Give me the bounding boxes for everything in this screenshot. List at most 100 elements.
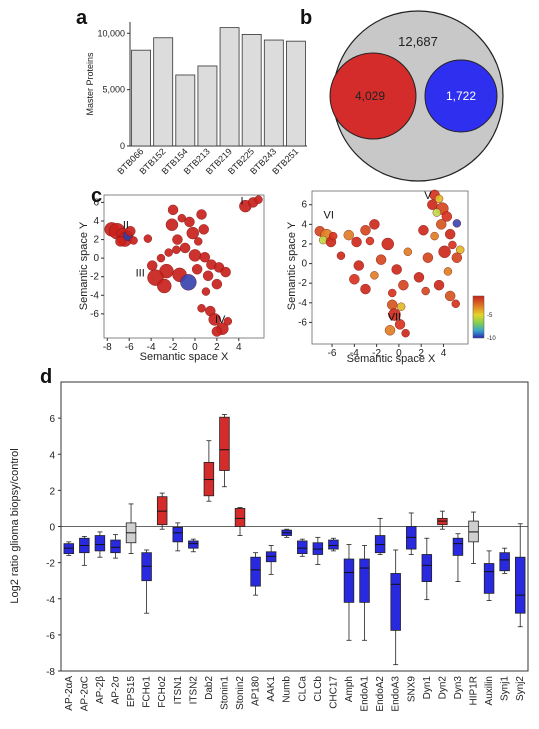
scatter-point bbox=[375, 254, 387, 265]
box bbox=[172, 527, 183, 543]
scatter-point bbox=[370, 271, 379, 280]
x-tick-label: AP180 bbox=[251, 676, 262, 706]
x-tick-label: AP-2β bbox=[95, 676, 106, 704]
scatter-point bbox=[143, 234, 153, 243]
scatter-point bbox=[208, 313, 221, 326]
scatter-point bbox=[328, 231, 338, 241]
x-tick-label: AP-2αC bbox=[79, 676, 90, 711]
x-tick-label: ITSN1 bbox=[173, 676, 184, 705]
x-tick-label: AP-2σ bbox=[110, 675, 121, 704]
x-tick-label: EndoA1 bbox=[360, 676, 371, 712]
bar bbox=[197, 65, 218, 147]
scatter-point bbox=[336, 251, 346, 260]
x-tick-label: 4 bbox=[441, 348, 447, 359]
box bbox=[250, 556, 261, 587]
venn-red-circle bbox=[329, 52, 417, 140]
panel-label-a: a bbox=[76, 7, 88, 29]
x-tick-label: Dyn2 bbox=[437, 676, 448, 700]
scatter-point bbox=[180, 274, 197, 291]
scatter-point bbox=[413, 272, 425, 283]
y-tick-label: 6 bbox=[93, 197, 99, 208]
y-tick-label: 0 bbox=[120, 141, 125, 151]
scatter-point bbox=[349, 274, 360, 285]
cluster-label: V bbox=[424, 190, 432, 202]
scatter-point bbox=[387, 299, 398, 310]
scatter-point bbox=[427, 199, 438, 210]
panel-c-left-x-label: Semantic space X bbox=[140, 351, 229, 363]
scatter-point bbox=[184, 216, 195, 228]
scatter-point bbox=[172, 234, 183, 245]
scatter-point bbox=[167, 204, 179, 216]
scatter-point bbox=[191, 264, 203, 275]
scatter-point bbox=[391, 264, 402, 275]
scatter-point bbox=[444, 290, 456, 302]
bar bbox=[241, 34, 262, 147]
panel-a-y-axis-label: Master Proteins bbox=[85, 52, 95, 116]
venn-blue-circle bbox=[424, 59, 498, 133]
scatter-point bbox=[422, 252, 434, 263]
colorbar-tick-label: -10 bbox=[487, 336, 496, 342]
scatter-point bbox=[430, 231, 439, 241]
y-tick-label: 2 bbox=[93, 235, 99, 246]
scatter-point bbox=[147, 260, 158, 271]
scatter-point bbox=[223, 317, 233, 326]
venn-panel-b: 12,687 4,029 1,722 bbox=[329, 10, 504, 182]
x-tick-label: 0 bbox=[396, 348, 402, 359]
x-tick-label: 0 bbox=[192, 342, 198, 353]
x-tick-label: -8 bbox=[103, 342, 112, 353]
box bbox=[328, 539, 339, 550]
x-tick-label: EndoA3 bbox=[391, 676, 402, 712]
scatter-point bbox=[156, 253, 166, 263]
panel-c-left-y-label: Semantic space Y bbox=[78, 221, 90, 310]
scatter-point bbox=[421, 286, 430, 296]
x-tick-label: 2 bbox=[214, 342, 220, 353]
y-tick-label: 5,000 bbox=[102, 85, 125, 95]
scatter-point bbox=[452, 219, 462, 228]
scatter-point bbox=[433, 279, 445, 291]
scatter-point bbox=[396, 302, 406, 311]
scatter-point bbox=[125, 226, 136, 237]
y-tick-label: 2 bbox=[49, 486, 55, 497]
y-tick-label: 4 bbox=[93, 216, 99, 227]
x-tick-label: CLCa bbox=[297, 676, 308, 702]
panel-c-right-y-label: Semantic space Y bbox=[286, 221, 298, 310]
x-tick-label: -2 bbox=[169, 342, 178, 353]
scatter-point bbox=[388, 308, 401, 321]
x-tick-label: Stonin1 bbox=[219, 676, 230, 710]
y-tick-label: 6 bbox=[301, 200, 307, 211]
scatter-point bbox=[398, 279, 409, 291]
x-tick-label: FCHo1 bbox=[142, 676, 153, 708]
scatter-point bbox=[403, 247, 413, 257]
box bbox=[359, 558, 370, 603]
y-tick-label: -6 bbox=[298, 317, 307, 328]
scatter-point bbox=[115, 236, 126, 247]
cluster-label: II bbox=[123, 219, 129, 231]
box bbox=[390, 573, 401, 631]
bar bbox=[286, 40, 306, 147]
scatter-point bbox=[202, 270, 214, 281]
scatter-point bbox=[434, 194, 444, 204]
x-tick-label: Auxilin bbox=[484, 676, 495, 705]
y-tick-label: 6 bbox=[49, 414, 55, 425]
box bbox=[94, 535, 106, 552]
scatter-point bbox=[201, 287, 211, 296]
bar bbox=[219, 27, 240, 147]
box bbox=[514, 556, 526, 614]
x-tick-label: Dyn1 bbox=[422, 676, 433, 700]
x-tick-label: -2 bbox=[372, 348, 381, 359]
x-tick-label: CLCb bbox=[313, 676, 324, 702]
cluster-label: I bbox=[241, 195, 244, 207]
scatter-point bbox=[360, 283, 371, 295]
panel-label-b: b bbox=[300, 7, 312, 29]
scatter-point bbox=[432, 208, 441, 217]
scatter-point bbox=[157, 278, 172, 294]
x-tick-label: HIP1R bbox=[469, 676, 480, 705]
venn-blue-value: 1,722 bbox=[446, 89, 476, 103]
y-tick-label: -6 bbox=[46, 631, 55, 642]
x-tick-label: -4 bbox=[147, 342, 156, 353]
scatter-point bbox=[384, 325, 396, 336]
y-tick-label: 10,000 bbox=[97, 28, 125, 38]
